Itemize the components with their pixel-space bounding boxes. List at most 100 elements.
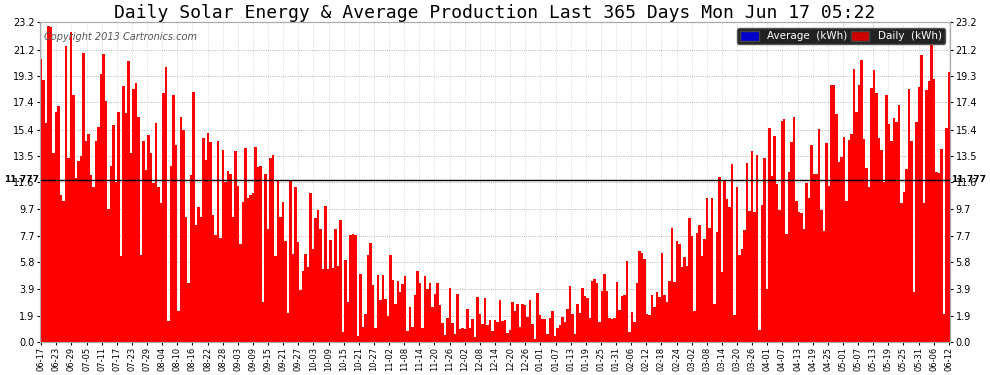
Bar: [289, 180, 292, 342]
Bar: [184, 217, 187, 342]
Bar: [626, 261, 629, 342]
Bar: [249, 195, 251, 342]
Bar: [888, 124, 890, 342]
Bar: [514, 311, 516, 342]
Bar: [551, 310, 553, 342]
Bar: [865, 168, 868, 342]
Bar: [660, 253, 663, 342]
Bar: [658, 297, 660, 342]
Bar: [335, 229, 337, 342]
Bar: [479, 314, 481, 342]
Bar: [464, 329, 466, 342]
Bar: [432, 307, 434, 342]
Bar: [422, 328, 424, 342]
Bar: [903, 192, 905, 342]
Bar: [419, 283, 422, 342]
Bar: [511, 302, 514, 342]
Bar: [386, 316, 389, 342]
Bar: [346, 302, 349, 342]
Bar: [429, 283, 432, 342]
Bar: [578, 313, 581, 342]
Bar: [806, 183, 808, 342]
Bar: [701, 256, 703, 342]
Bar: [821, 210, 823, 342]
Bar: [75, 178, 77, 342]
Bar: [931, 32, 933, 342]
Bar: [354, 235, 356, 342]
Bar: [775, 184, 778, 342]
Bar: [676, 241, 678, 342]
Bar: [604, 274, 606, 342]
Bar: [693, 310, 696, 342]
Bar: [474, 337, 476, 342]
Bar: [461, 328, 464, 342]
Bar: [898, 105, 900, 342]
Bar: [750, 152, 753, 342]
Bar: [947, 72, 950, 342]
Bar: [636, 283, 639, 342]
Bar: [57, 106, 59, 342]
Bar: [838, 162, 841, 342]
Bar: [721, 272, 723, 342]
Bar: [900, 203, 903, 342]
Bar: [319, 229, 322, 342]
Bar: [351, 234, 354, 342]
Bar: [182, 130, 184, 342]
Bar: [264, 174, 267, 342]
Bar: [397, 281, 399, 342]
Bar: [691, 236, 693, 342]
Bar: [292, 254, 294, 342]
Bar: [713, 304, 716, 342]
Bar: [317, 210, 319, 342]
Bar: [734, 315, 736, 342]
Bar: [566, 309, 568, 342]
Bar: [576, 304, 578, 342]
Bar: [167, 321, 169, 342]
Bar: [299, 290, 302, 342]
Bar: [915, 122, 918, 342]
Bar: [519, 327, 521, 342]
Bar: [883, 182, 885, 342]
Bar: [836, 114, 838, 342]
Text: Copyright 2013 Cartronics.com: Copyright 2013 Cartronics.com: [45, 32, 197, 42]
Bar: [54, 112, 57, 342]
Bar: [561, 317, 563, 342]
Bar: [593, 279, 596, 342]
Bar: [374, 328, 376, 342]
Bar: [803, 230, 806, 342]
Bar: [314, 218, 317, 342]
Bar: [933, 79, 936, 342]
Bar: [148, 135, 149, 342]
Bar: [332, 268, 335, 342]
Bar: [484, 298, 486, 342]
Bar: [409, 307, 412, 342]
Bar: [942, 314, 945, 342]
Bar: [140, 255, 143, 342]
Bar: [65, 46, 67, 342]
Bar: [48, 26, 50, 342]
Bar: [655, 292, 658, 342]
Bar: [516, 304, 519, 342]
Bar: [117, 112, 120, 342]
Bar: [571, 314, 573, 342]
Bar: [496, 322, 499, 342]
Bar: [90, 174, 92, 342]
Bar: [624, 295, 626, 342]
Legend: Average  (kWh), Daily  (kWh): Average (kWh), Daily (kWh): [738, 27, 944, 44]
Bar: [169, 166, 172, 342]
Bar: [379, 300, 381, 342]
Bar: [614, 318, 616, 342]
Bar: [451, 323, 453, 342]
Bar: [159, 204, 162, 342]
Bar: [870, 88, 873, 342]
Bar: [938, 172, 940, 342]
Bar: [100, 74, 102, 342]
Bar: [381, 275, 384, 342]
Bar: [553, 336, 556, 342]
Bar: [402, 285, 404, 342]
Bar: [783, 119, 785, 342]
Bar: [780, 122, 783, 342]
Bar: [616, 282, 619, 342]
Bar: [731, 164, 734, 342]
Bar: [259, 166, 262, 342]
